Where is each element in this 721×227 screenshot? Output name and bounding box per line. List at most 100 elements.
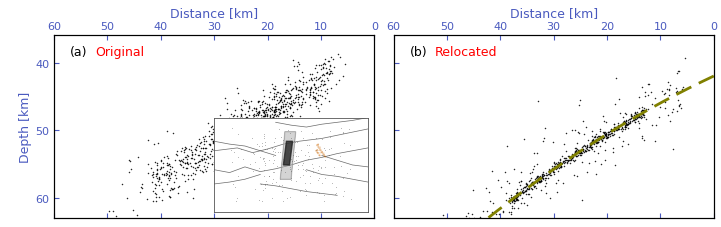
Point [678, 86, 689, 89]
Point [263, 103, 275, 107]
Point [175, 159, 187, 162]
Point [554, 165, 566, 169]
Point [279, 91, 291, 95]
Point [590, 140, 601, 143]
Point [252, 112, 263, 116]
Point [271, 98, 283, 102]
Point [271, 114, 283, 117]
Point [248, 127, 260, 131]
Point [538, 172, 549, 176]
Point [549, 167, 560, 171]
Point [674, 103, 686, 107]
Point [516, 197, 528, 200]
Point [540, 173, 552, 177]
Point [461, 215, 472, 218]
Point [268, 97, 280, 101]
Point [216, 158, 228, 161]
Point [530, 187, 541, 190]
Point [502, 179, 513, 183]
Point [555, 164, 567, 168]
Point [536, 175, 548, 178]
Point [226, 147, 238, 151]
Point [536, 188, 547, 192]
Point [247, 117, 259, 121]
Point [304, 91, 316, 94]
Point [260, 102, 271, 106]
Point [254, 134, 265, 137]
Point [136, 183, 148, 186]
Point [257, 111, 269, 114]
Point [201, 165, 213, 169]
Point [269, 113, 280, 116]
Point [200, 169, 211, 173]
Point [268, 91, 280, 95]
Point [624, 119, 635, 123]
Point [618, 119, 629, 123]
Point [570, 147, 581, 151]
Point [271, 119, 283, 123]
Point [151, 162, 163, 165]
Point [505, 194, 517, 197]
Point [161, 164, 172, 167]
Point [267, 115, 279, 119]
Point [552, 165, 564, 168]
Point [332, 53, 343, 57]
Point [244, 118, 256, 122]
Point [637, 112, 648, 116]
Point [542, 172, 554, 176]
Point [305, 87, 317, 91]
Point [627, 118, 638, 122]
Point [155, 159, 167, 163]
Point [319, 83, 331, 86]
Point [214, 141, 226, 145]
Point [676, 88, 688, 92]
Point [604, 130, 616, 133]
Point [261, 106, 273, 109]
Point [275, 97, 287, 100]
Point [604, 132, 616, 136]
Point [295, 105, 306, 109]
Point [307, 97, 319, 101]
Point [234, 136, 246, 140]
Point [534, 178, 545, 181]
Point [627, 120, 638, 123]
Point [539, 179, 550, 183]
Point [599, 132, 611, 136]
Point [218, 182, 229, 185]
Point [209, 147, 221, 151]
Point [266, 105, 278, 109]
Point [572, 150, 583, 153]
Point [593, 137, 604, 141]
Point [131, 213, 142, 217]
Point [280, 89, 292, 92]
Point [609, 123, 620, 126]
Point [165, 172, 177, 176]
Point [190, 169, 202, 172]
Point [295, 95, 306, 98]
Point [556, 165, 567, 169]
Point [222, 137, 234, 141]
Point [200, 158, 212, 161]
Point [587, 139, 598, 142]
Point [273, 96, 285, 99]
Point [296, 91, 308, 94]
Point [214, 131, 226, 135]
Point [245, 123, 257, 127]
Point [512, 188, 523, 191]
Point [244, 99, 256, 103]
Point [277, 101, 288, 105]
Point [526, 181, 537, 185]
Point [205, 157, 216, 160]
Point [622, 123, 634, 126]
Point [154, 177, 165, 181]
Point [254, 109, 265, 113]
Point [268, 119, 280, 122]
Point [177, 160, 189, 164]
Point [230, 140, 242, 144]
Point [526, 182, 537, 186]
Point [582, 171, 593, 174]
Point [544, 169, 556, 172]
Point [540, 171, 552, 175]
Point [298, 81, 309, 84]
Point [560, 156, 572, 160]
